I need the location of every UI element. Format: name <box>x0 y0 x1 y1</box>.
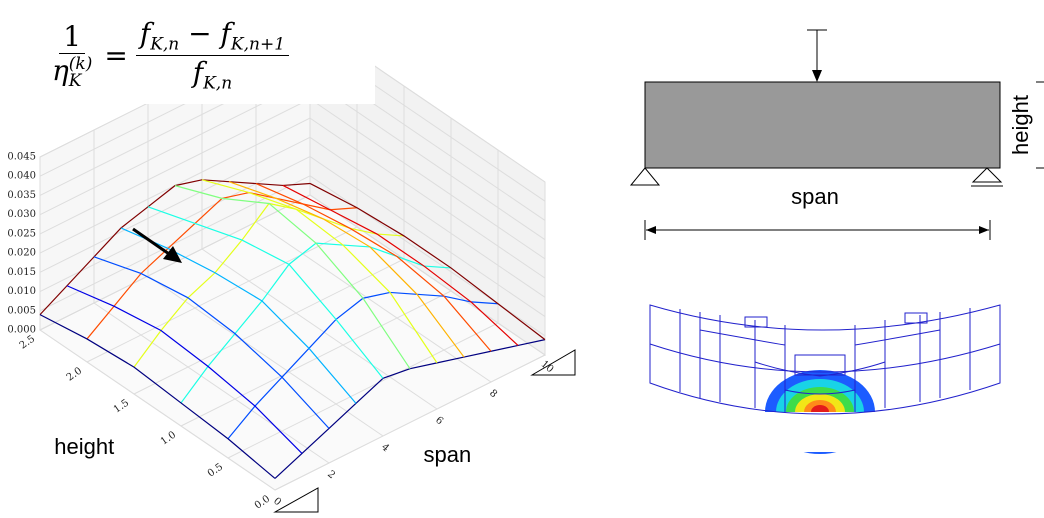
deformed-mesh <box>640 305 1010 454</box>
z-tick-label: 0.025 <box>7 228 36 239</box>
page: 0.0000.0050.0100.0150.0200.0250.0300.035… <box>0 0 1044 518</box>
dimension-arrowhead <box>979 226 989 234</box>
lhs-fraction: 1 η(k)K <box>48 20 96 90</box>
y-tick-label: 1.0 <box>159 429 178 447</box>
subscript: K <box>69 73 93 90</box>
subscript: K,n <box>203 73 232 93</box>
z-tick-label: 0.010 <box>7 286 36 297</box>
f: f <box>221 17 231 50</box>
y-tick-label: 0.0 <box>253 493 272 511</box>
stress-field <box>640 370 1010 454</box>
pin-support <box>631 168 659 185</box>
symbol: η <box>52 54 69 87</box>
z-tick-label: 0.040 <box>7 171 36 182</box>
x-tick-label: 8 <box>487 388 499 401</box>
equals: = <box>104 39 127 72</box>
denominator: fK,n <box>189 56 236 94</box>
denominator: η(k)K <box>48 54 96 90</box>
f: f <box>193 56 203 89</box>
y-tick-label: 1.5 <box>112 397 131 415</box>
subscript: K,n <box>150 35 179 55</box>
y-tick-label: 2.5 <box>18 333 37 351</box>
z-tick-label: 0.045 <box>7 152 36 163</box>
x-axis-label: span <box>424 442 472 467</box>
y-axis-label: height <box>54 434 114 459</box>
formula: 1 η(k)K = fK,n − fK,n+1 fK,n <box>40 6 375 104</box>
z-tick-label: 0.000 <box>7 325 36 336</box>
numerator: 1 <box>59 20 85 54</box>
height-label: height <box>1008 95 1033 155</box>
z-tick-label: 0.020 <box>7 248 36 259</box>
x-tick-label: 10 <box>539 359 556 376</box>
load-arrowhead <box>812 70 822 82</box>
f: f <box>140 17 150 50</box>
y-tick-label: 2.0 <box>65 365 84 383</box>
x-tick-label: 0 <box>271 496 283 509</box>
rhs-fraction: fK,n − fK,n+1 fK,n <box>136 17 289 93</box>
subscript: K,n+1 <box>231 35 285 55</box>
z-tick-label: 0.030 <box>7 209 36 220</box>
x-tick-label: 2 <box>325 469 337 482</box>
z-tick-label: 0.015 <box>7 267 36 278</box>
x-tick-label: 6 <box>433 415 445 428</box>
z-tick-label: 0.035 <box>7 190 36 201</box>
numerator: fK,n − fK,n+1 <box>136 17 289 56</box>
z-tick-label: 0.005 <box>7 305 36 316</box>
y-tick-label: 0.5 <box>206 461 225 479</box>
roller-support <box>973 168 1001 182</box>
dimension-arrowhead <box>646 226 656 234</box>
minus: − <box>188 17 211 50</box>
span-label: span <box>791 184 839 209</box>
x-tick-label: 4 <box>379 442 391 455</box>
beam <box>645 82 1000 168</box>
